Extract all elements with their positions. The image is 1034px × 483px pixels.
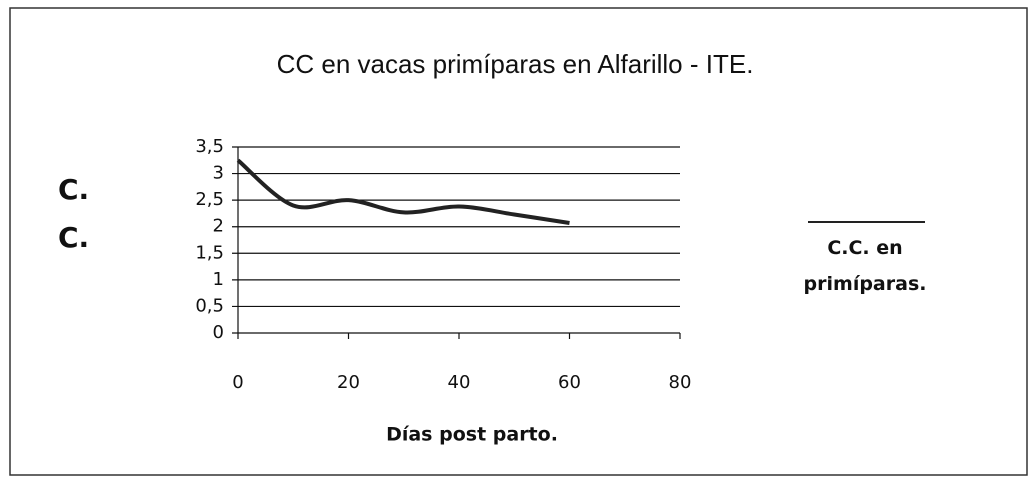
y-tick-label: 3 <box>213 163 224 184</box>
y-tick-label: 1 <box>213 269 224 290</box>
y-tick-label: 0,5 <box>195 295 224 316</box>
x-tick-label: 20 <box>337 372 360 393</box>
data-line <box>236 158 570 225</box>
y-axis-label: C.C. <box>58 173 90 254</box>
chart-border <box>9 7 1028 476</box>
y-tick-label: 2 <box>213 216 224 237</box>
x-tick-label: 0 <box>232 372 243 393</box>
x-tick-label: 60 <box>558 372 581 393</box>
y-tick-label: 3,5 <box>195 136 224 157</box>
y-tick-label: 0 <box>213 322 224 343</box>
x-tick-label: 80 <box>669 372 692 393</box>
y-tick-label: 1,5 <box>195 242 224 263</box>
legend-label: C.C. en primíparas. <box>803 237 927 295</box>
chart-title: CC en vacas primíparas en Alfarillo - IT… <box>277 49 754 79</box>
x-axis-label: Días post parto. <box>386 424 558 446</box>
x-tick-label: 40 <box>448 372 471 393</box>
y-tick-label: 2,5 <box>195 189 224 210</box>
